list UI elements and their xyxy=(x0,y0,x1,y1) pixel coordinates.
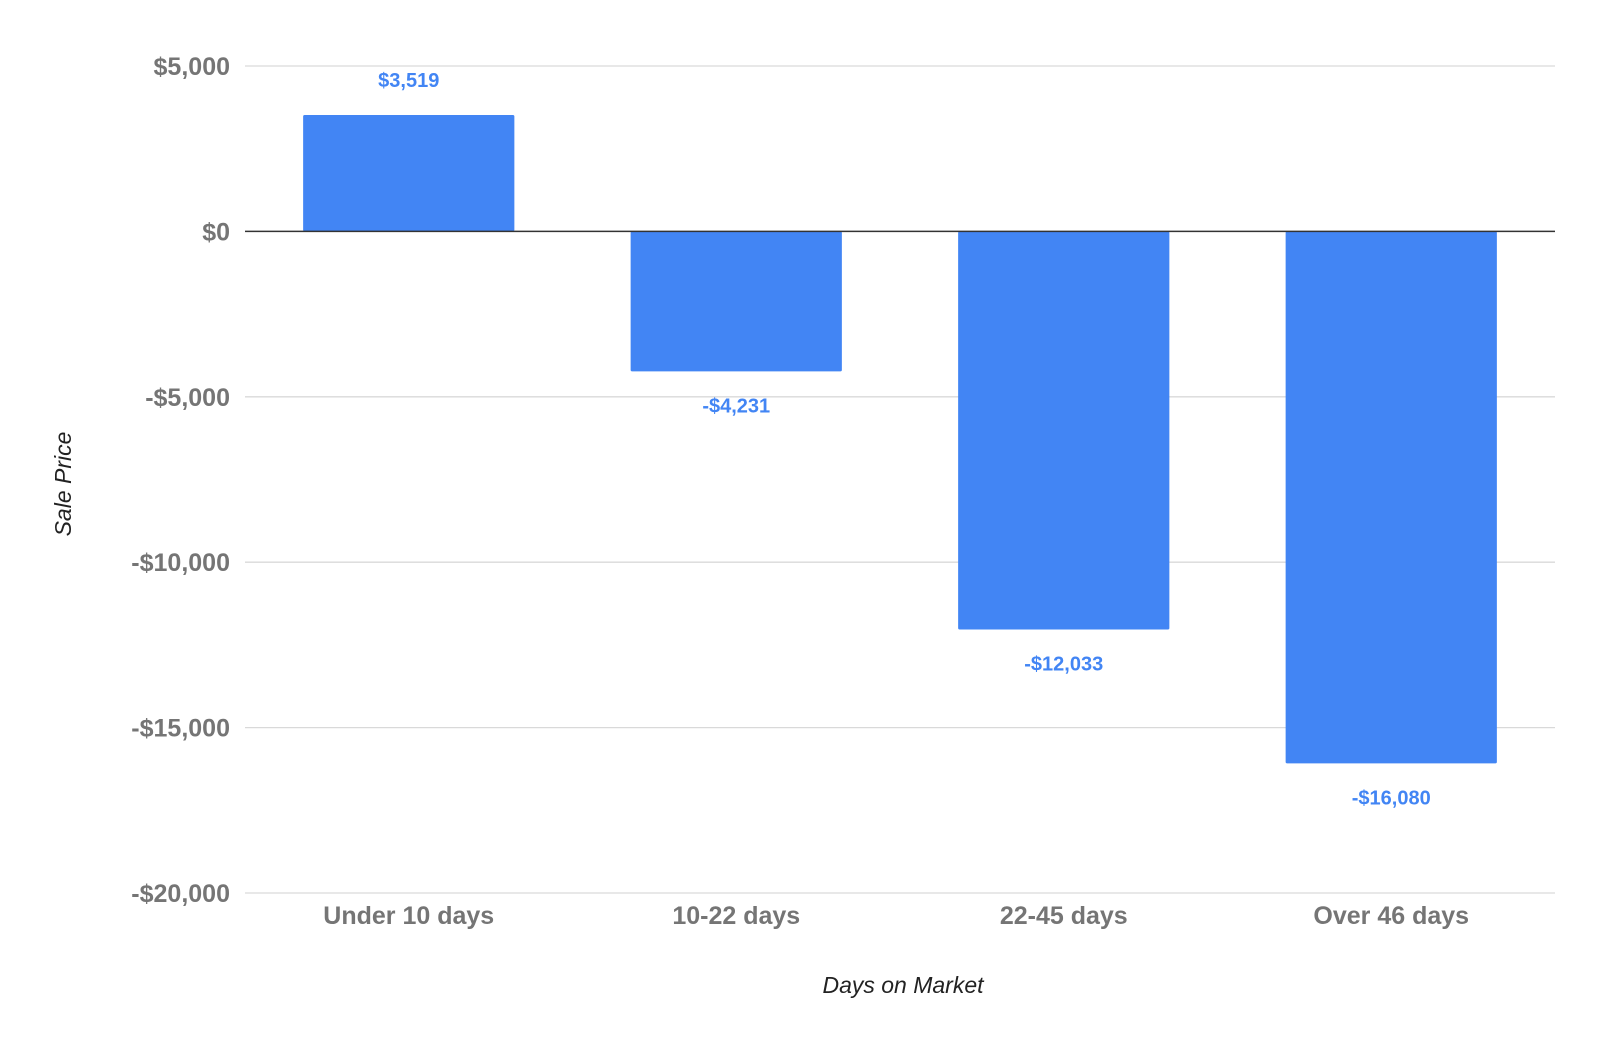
y-tick-labels: $5,000 $0 -$5,000 -$10,000 -$15,000 -$20,000 xyxy=(131,53,230,908)
data-label: $3,519 xyxy=(378,70,439,92)
y-axis-title: Sale Price xyxy=(50,432,76,537)
x-category-labels: Under 10 days 10-22 days 22-45 days Over 46… xyxy=(323,902,1469,930)
data-label: -$16,080 xyxy=(1352,787,1431,809)
data-label: -$12,033 xyxy=(1024,653,1103,675)
y-tick-label: -$15,000 xyxy=(131,715,230,743)
x-category-label: 10-22 days xyxy=(672,902,800,930)
bar xyxy=(303,114,515,232)
x-category-label: Over 46 days xyxy=(1313,902,1469,930)
x-category-label: Under 10 days xyxy=(323,902,494,930)
y-tick-label: $0 xyxy=(202,218,230,246)
y-tick-label: $5,000 xyxy=(154,53,230,81)
y-tick-label: -$5,000 xyxy=(145,384,230,412)
bar xyxy=(958,231,1170,630)
bars xyxy=(303,114,1497,764)
data-label: -$4,231 xyxy=(702,395,770,417)
x-category-label: 22-45 days xyxy=(1000,902,1128,930)
data-labels: $3,519 -$4,231 -$12,033 -$16,080 xyxy=(378,70,1431,809)
bar xyxy=(1285,231,1497,764)
bar xyxy=(630,231,842,372)
x-axis-title: Days on Market xyxy=(822,972,985,998)
y-tick-label: -$10,000 xyxy=(131,549,230,577)
y-tick-label: -$20,000 xyxy=(131,880,230,908)
